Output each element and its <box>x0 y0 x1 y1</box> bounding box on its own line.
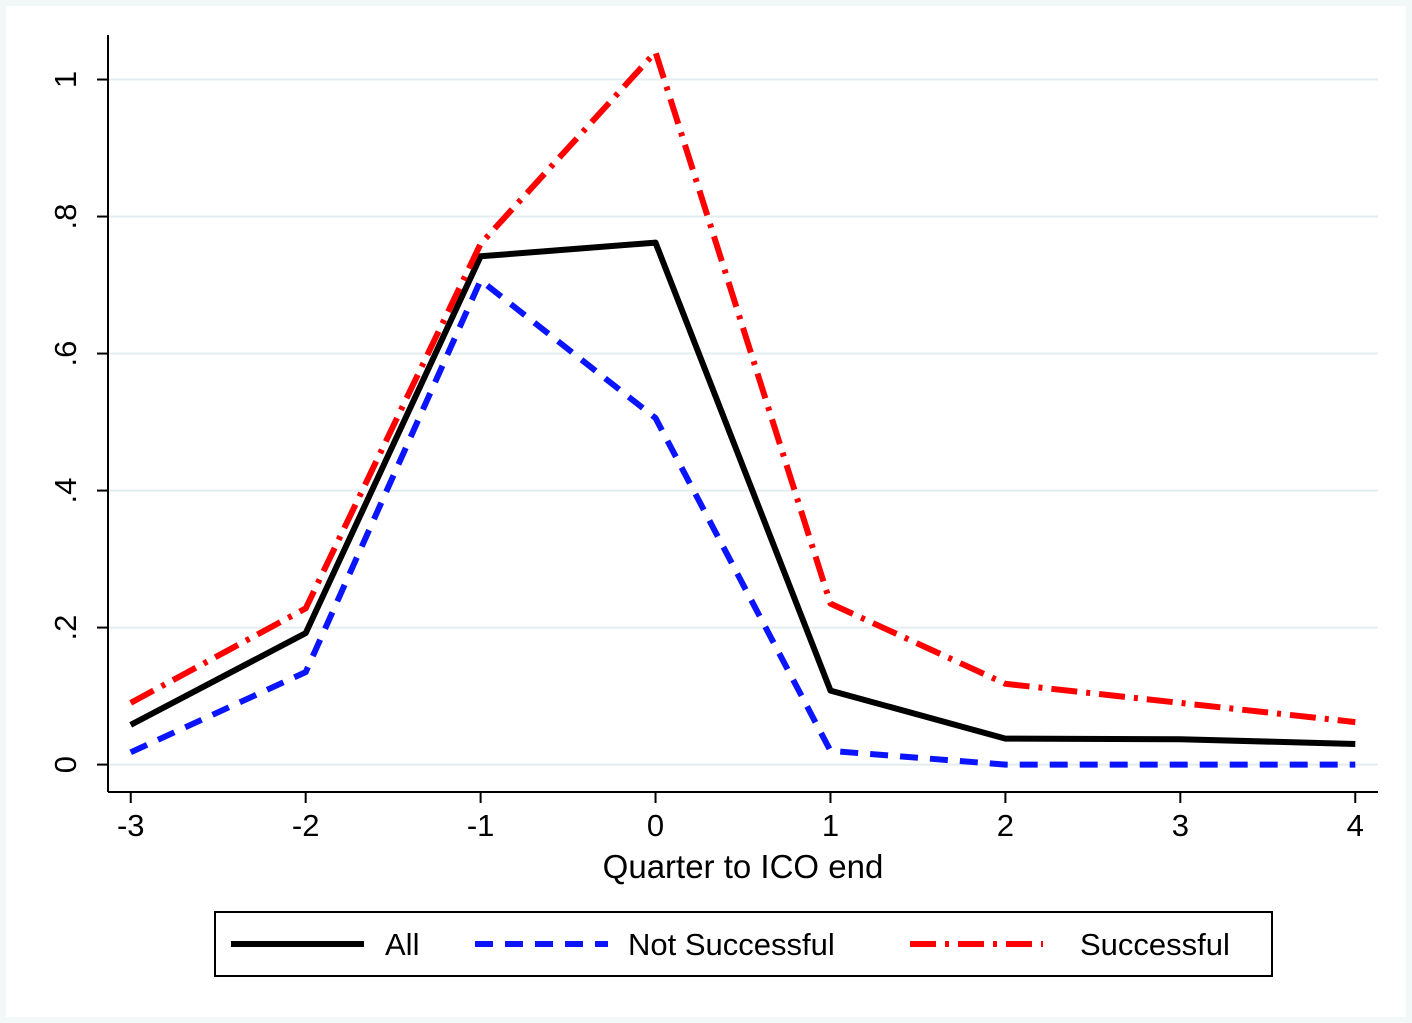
x-tick-label-7: 4 <box>1347 808 1364 843</box>
x-tick-label-4: 1 <box>822 808 839 843</box>
x-axis-title: Quarter to ICO end <box>603 848 884 885</box>
x-tick-label-5: 2 <box>997 808 1014 843</box>
series-line-0 <box>129 239 1356 747</box>
legend-label-0: All <box>385 927 419 962</box>
x-tick-label-1: -2 <box>292 808 320 843</box>
y-tick-label-2: .4 <box>48 478 83 504</box>
series-layer <box>129 49 1356 768</box>
x-tick-label-2: -1 <box>467 808 495 843</box>
x-tick-label-3: 0 <box>647 808 664 843</box>
legend-label-1: Not Successful <box>628 927 835 962</box>
gridlines <box>108 78 1378 766</box>
y-tick-label-5: 1 <box>48 71 83 88</box>
y-tick-label-0: 0 <box>48 756 83 773</box>
x-tick-label-0: -3 <box>117 808 145 843</box>
legend: All Not Successful Successful <box>214 911 1273 977</box>
series-line-1 <box>129 277 1356 768</box>
y-tick-label-3: .6 <box>48 341 83 367</box>
legend-box <box>214 911 1273 977</box>
x-tick-label-6: 3 <box>1172 808 1189 843</box>
y-tick-label-1: .2 <box>48 615 83 641</box>
figure-background <box>6 6 1406 1017</box>
y-tick-label-4: .8 <box>48 204 83 230</box>
axes: 0 .2 .4 .6 .8 1 -3 -2 -1 0 1 2 3 4 <box>48 35 1378 843</box>
series-line-2 <box>129 49 1356 726</box>
legend-label-2: Successful <box>1080 927 1230 962</box>
